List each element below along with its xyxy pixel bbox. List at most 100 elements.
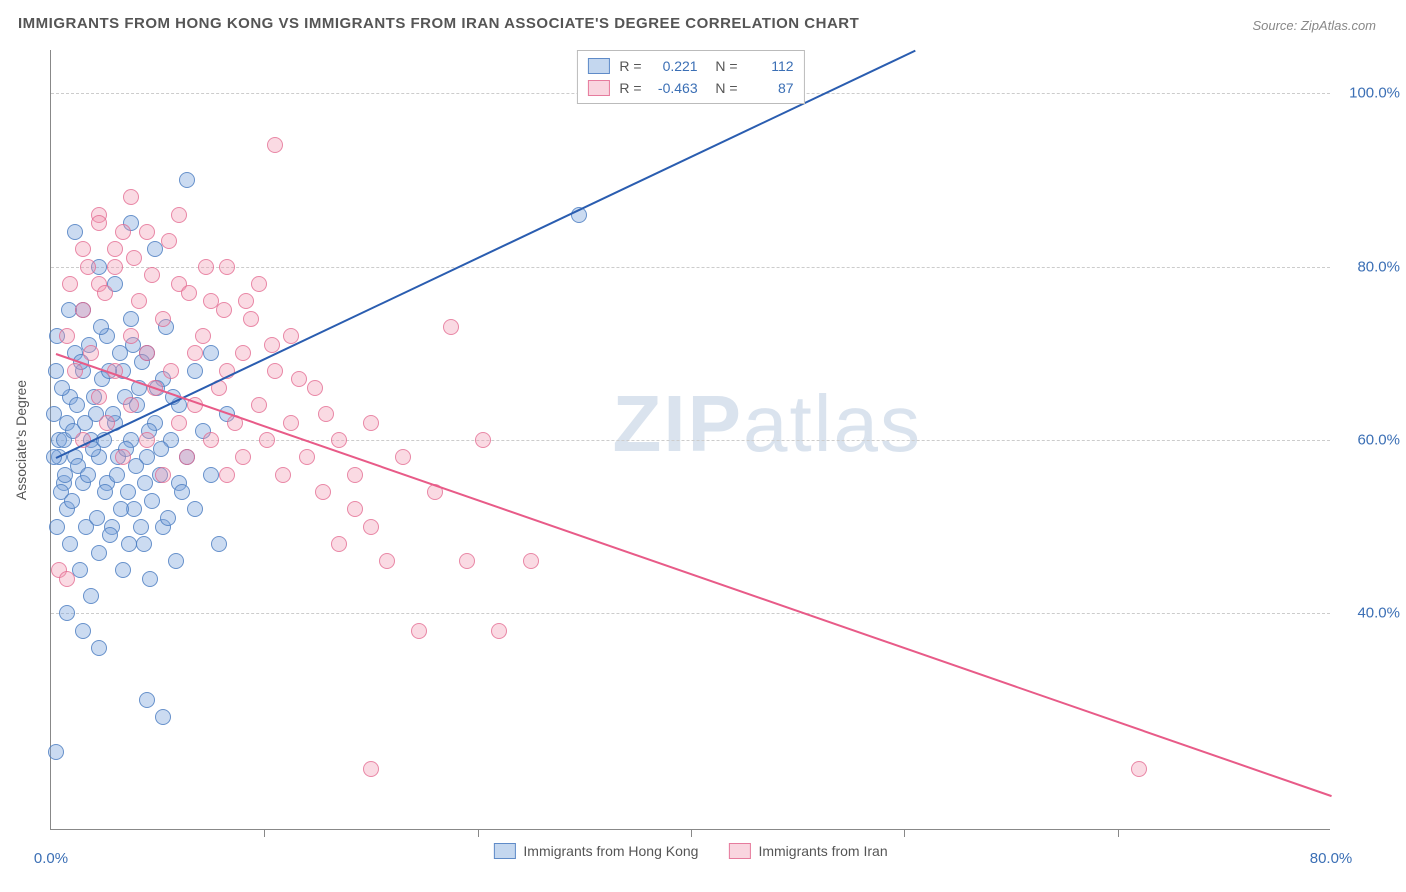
scatter-point — [97, 484, 113, 500]
x-tick-label: 0.0% — [34, 850, 68, 867]
legend-item-iran: Immigrants from Iran — [728, 843, 887, 859]
scatter-point — [216, 302, 232, 318]
scatter-point — [97, 285, 113, 301]
gridline-h — [51, 440, 1330, 441]
scatter-point — [179, 172, 195, 188]
scatter-point — [264, 337, 280, 353]
scatter-point — [62, 276, 78, 292]
n-value-hk: 112 — [744, 58, 794, 74]
y-tick-label: 100.0% — [1349, 85, 1400, 102]
scatter-point — [75, 623, 91, 639]
scatter-point — [179, 449, 195, 465]
scatter-point — [91, 389, 107, 405]
trend-line — [55, 353, 1331, 797]
scatter-point — [80, 467, 96, 483]
scatter-point — [160, 510, 176, 526]
x-tick-label: 80.0% — [1310, 850, 1353, 867]
scatter-point — [99, 415, 115, 431]
scatter-point — [115, 449, 131, 465]
scatter-point — [77, 415, 93, 431]
scatter-point — [147, 241, 163, 257]
scatter-point — [133, 519, 149, 535]
scatter-point — [331, 536, 347, 552]
scatter-point — [64, 493, 80, 509]
x-tick — [691, 829, 692, 837]
scatter-point — [283, 415, 299, 431]
y-tick-label: 40.0% — [1357, 605, 1400, 622]
scatter-point — [67, 363, 83, 379]
scatter-point — [171, 415, 187, 431]
n-label: N = — [708, 80, 738, 96]
scatter-point — [363, 519, 379, 535]
x-tick — [264, 829, 265, 837]
scatter-point — [137, 475, 153, 491]
scatter-point — [299, 449, 315, 465]
correlation-legend: R = 0.221 N = 112 R = -0.463 N = 87 — [576, 50, 804, 104]
scatter-point — [131, 293, 147, 309]
x-tick — [904, 829, 905, 837]
r-value-hk: 0.221 — [648, 58, 698, 74]
scatter-point — [238, 293, 254, 309]
scatter-point — [395, 449, 411, 465]
scatter-point — [291, 371, 307, 387]
scatter-point — [491, 623, 507, 639]
x-tick — [1118, 829, 1119, 837]
swatch-blue-icon — [587, 58, 609, 74]
scatter-point — [139, 224, 155, 240]
scatter-point — [46, 406, 62, 422]
scatter-point — [91, 215, 107, 231]
scatter-point — [187, 345, 203, 361]
scatter-point — [331, 432, 347, 448]
plot-area: ZIPatlas Associate's Degree 40.0%60.0%80… — [50, 50, 1330, 830]
n-label: N = — [708, 58, 738, 74]
y-tick-label: 60.0% — [1357, 432, 1400, 449]
scatter-point — [144, 493, 160, 509]
scatter-point — [136, 536, 152, 552]
scatter-point — [161, 233, 177, 249]
scatter-point — [347, 467, 363, 483]
legend-row-iran: R = -0.463 N = 87 — [587, 77, 793, 99]
scatter-point — [259, 432, 275, 448]
scatter-point — [48, 744, 64, 760]
gridline-h — [51, 613, 1330, 614]
scatter-point — [67, 224, 83, 240]
scatter-point — [235, 345, 251, 361]
scatter-point — [275, 467, 291, 483]
legend-item-hk: Immigrants from Hong Kong — [493, 843, 698, 859]
scatter-point — [174, 484, 190, 500]
scatter-point — [475, 432, 491, 448]
series-legend: Immigrants from Hong Kong Immigrants fro… — [493, 843, 887, 859]
scatter-point — [139, 432, 155, 448]
source-attribution: Source: ZipAtlas.com — [1252, 18, 1376, 33]
legend-label-hk: Immigrants from Hong Kong — [523, 843, 698, 859]
scatter-point — [123, 311, 139, 327]
y-axis-label: Associate's Degree — [13, 379, 29, 499]
scatter-point — [144, 267, 160, 283]
scatter-point — [113, 501, 129, 517]
scatter-point — [235, 449, 251, 465]
scatter-point — [363, 761, 379, 777]
n-value-iran: 87 — [744, 80, 794, 96]
scatter-point — [198, 259, 214, 275]
scatter-point — [443, 319, 459, 335]
watermark-bold: ZIP — [613, 379, 743, 468]
scatter-point — [126, 250, 142, 266]
scatter-point — [48, 363, 64, 379]
scatter-point — [83, 588, 99, 604]
scatter-point — [187, 363, 203, 379]
scatter-point — [75, 241, 91, 257]
scatter-point — [49, 519, 65, 535]
scatter-point — [219, 467, 235, 483]
scatter-point — [54, 380, 70, 396]
scatter-point — [163, 363, 179, 379]
scatter-point — [187, 501, 203, 517]
scatter-point — [59, 571, 75, 587]
scatter-point — [203, 345, 219, 361]
watermark: ZIPatlas — [613, 378, 922, 470]
y-tick-label: 80.0% — [1357, 258, 1400, 275]
scatter-point — [155, 467, 171, 483]
scatter-point — [62, 536, 78, 552]
scatter-point — [155, 311, 171, 327]
scatter-point — [307, 380, 323, 396]
scatter-point — [139, 692, 155, 708]
